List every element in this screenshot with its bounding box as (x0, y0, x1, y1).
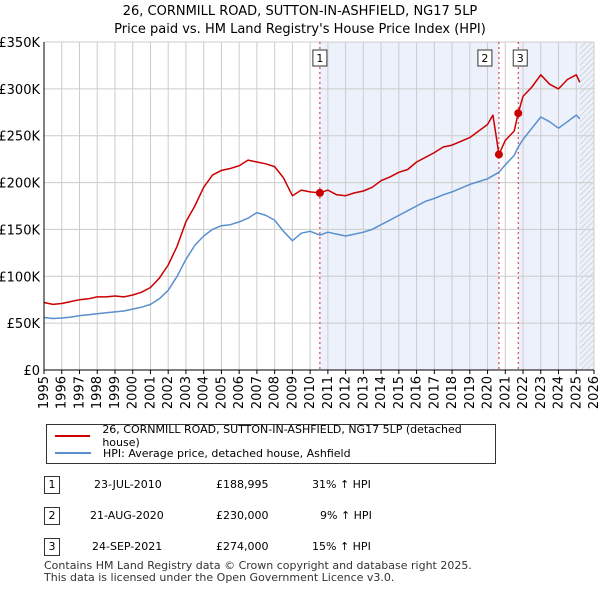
x-tick-label: 1996 (55, 376, 70, 409)
sale-marker-label: 3 (517, 52, 524, 65)
sale-marker-box (477, 49, 493, 67)
legend-item-hpi: HPI: Average price, detached house, Ashf… (55, 445, 351, 461)
hpi-series-line (43, 114, 581, 320)
footer-copyright: Contains HM Land Registry data © Crown c… (44, 559, 472, 572)
x-tick-label: 2011 (321, 376, 336, 409)
x-tick-label: 2023 (534, 376, 549, 409)
x-tick-label: 2018 (445, 376, 460, 409)
x-tick-label: 2013 (356, 376, 371, 409)
legend-swatch-hpi (55, 452, 91, 454)
chart-subtitle: Price paid vs. HM Land Registry's House … (114, 22, 486, 37)
x-tick-label: 1997 (72, 376, 87, 409)
legend-item-property: 26, CORNMILL ROAD, SUTTON-IN-ASHFIELD, N… (55, 423, 495, 449)
transaction-price: £188,995 (216, 478, 269, 491)
x-tick-label: 2012 (339, 376, 354, 409)
sale-point (315, 188, 324, 197)
y-tick-label: £250K (0, 130, 40, 145)
y-tick-label: £150K (0, 223, 40, 238)
x-tick-label: 2009 (285, 376, 300, 409)
x-tick-label: 2026 (587, 376, 600, 409)
x-tick-label: 1999 (108, 376, 123, 409)
transaction-number: 1 (44, 476, 60, 494)
transaction-price: £230,000 (216, 509, 269, 522)
transaction-number: 2 (44, 507, 60, 525)
x-tick-label: 2008 (268, 376, 283, 409)
x-tick-label: 2003 (179, 376, 194, 409)
y-tick-label: £0 (23, 364, 40, 379)
x-tick-label: 1998 (90, 376, 105, 409)
y-tick-label: £200K (0, 177, 40, 192)
y-tick-label: £350K (0, 36, 40, 51)
transaction-price: £274,000 (216, 540, 269, 553)
x-tick-label: 2022 (516, 376, 531, 409)
x-tick-label: 2000 (126, 376, 141, 409)
x-tick-label: 2005 (214, 376, 229, 409)
legend: 26, CORNMILL ROAD, SUTTON-IN-ASHFIELD, N… (46, 423, 496, 464)
x-tick-label: 2025 (569, 376, 584, 409)
sale-marker-box (512, 49, 528, 67)
x-tick-label: 2016 (410, 376, 425, 409)
transaction-hpi: 9% ↑ HPI (320, 509, 372, 522)
transaction-date: 23-JUL-2010 (94, 478, 162, 491)
x-tick-label: 2015 (392, 376, 407, 409)
sale-marker-label: 2 (481, 52, 488, 65)
y-tick-label: £300K (0, 83, 40, 98)
forecast-hatch (579, 42, 594, 370)
legend-swatch-property (55, 435, 91, 437)
x-tick-label: 2001 (143, 376, 158, 409)
legend-label-property: 26, CORNMILL ROAD, SUTTON-IN-ASHFIELD, N… (102, 423, 462, 449)
chart-title: 26, CORNMILL ROAD, SUTTON-IN-ASHFIELD, N… (122, 4, 478, 19)
x-tick-label: 2002 (161, 376, 176, 409)
transaction-date: 21-AUG-2020 (90, 509, 164, 522)
plot-area (44, 42, 594, 370)
x-tick-label: 2004 (197, 376, 212, 409)
x-tick-label: 2024 (552, 376, 567, 409)
sale-point (514, 109, 523, 118)
x-tick-label: 1995 (37, 376, 52, 409)
transaction-hpi: 31% ↑ HPI (312, 478, 371, 491)
sale-marker-label: 1 (316, 52, 323, 65)
x-tick-label: 2017 (427, 376, 442, 409)
y-tick-label: £50K (7, 317, 41, 332)
footer-licence: This data is licensed under the Open Gov… (44, 571, 395, 584)
shaded-period (319, 42, 499, 370)
x-tick-label: 2019 (463, 376, 478, 409)
transaction-date: 24-SEP-2021 (92, 540, 163, 553)
x-tick-label: 2021 (498, 376, 513, 409)
x-tick-label: 2014 (374, 376, 389, 409)
legend-label-hpi: HPI: Average price, detached house, Ashf… (103, 446, 351, 460)
price-chart: £0 £50K £100K £150K £200K £250K £300K £350K 1995… (0, 36, 600, 409)
x-tick-label: 2010 (303, 376, 318, 409)
sale-marker-box (312, 49, 328, 67)
x-tick-label: 2007 (250, 376, 265, 409)
footer: Contains HM Land Registry data © Crown c… (44, 560, 472, 584)
x-tick-label: 2006 (232, 376, 247, 409)
y-tick-label: £100K (0, 270, 40, 285)
sale-point (494, 150, 503, 159)
transaction-number: 3 (44, 538, 60, 556)
transaction-hpi: 15% ↑ HPI (312, 540, 371, 553)
x-tick-label: 2020 (481, 376, 496, 409)
property-series-line (43, 74, 581, 306)
